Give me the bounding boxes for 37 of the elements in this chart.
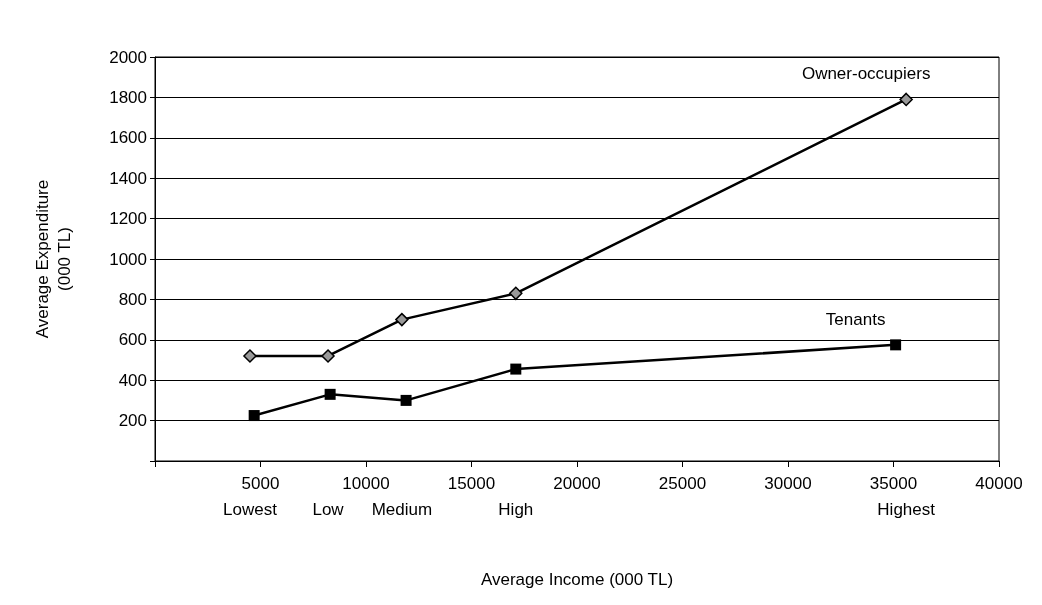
point [324, 388, 336, 400]
x-tick-label: 20000 [553, 474, 601, 493]
y-tick-label: 1200 [109, 209, 147, 229]
point [400, 394, 412, 406]
series-label: Owner-occupiers [801, 63, 931, 83]
point [890, 339, 902, 351]
x-tick-label: 40000 [975, 474, 1023, 493]
y-tick-label: 800 [118, 289, 147, 309]
x-axis-title: Average Income (000 TL) [480, 570, 674, 589]
text: Medium [371, 500, 433, 519]
point [248, 410, 260, 422]
x-tick-label: 35000 [869, 474, 918, 493]
point [510, 363, 522, 375]
y-tick-label: 200 [118, 411, 147, 431]
x-tick-label: 5000 [241, 474, 280, 493]
y-tick-label: 1800 [109, 87, 147, 107]
point [243, 349, 257, 363]
series-label: Tenants [825, 310, 886, 330]
x-tick-label: 10000 [342, 474, 390, 493]
x-tick-label: 25000 [658, 474, 707, 493]
y-axis-title: Average Expenditure (000 TL) [32, 179, 74, 339]
text: High [498, 500, 534, 519]
y-tick-label: 1600 [109, 128, 147, 148]
y-tick-label: 600 [118, 330, 147, 350]
text: Lowest [223, 500, 278, 519]
y-tick-label: 2000 [109, 47, 147, 67]
point [899, 92, 913, 107]
point [321, 349, 335, 363]
point [395, 312, 409, 327]
y-tick-label: 1400 [109, 168, 147, 188]
x-tick-label: 15000 [447, 474, 496, 493]
text: Low [312, 500, 345, 519]
text: Highest [877, 500, 936, 519]
point [509, 286, 523, 301]
y-tick-label: 400 [118, 370, 147, 390]
y-tick-label: 1000 [109, 249, 147, 269]
x-tick-label: 30000 [764, 474, 812, 493]
